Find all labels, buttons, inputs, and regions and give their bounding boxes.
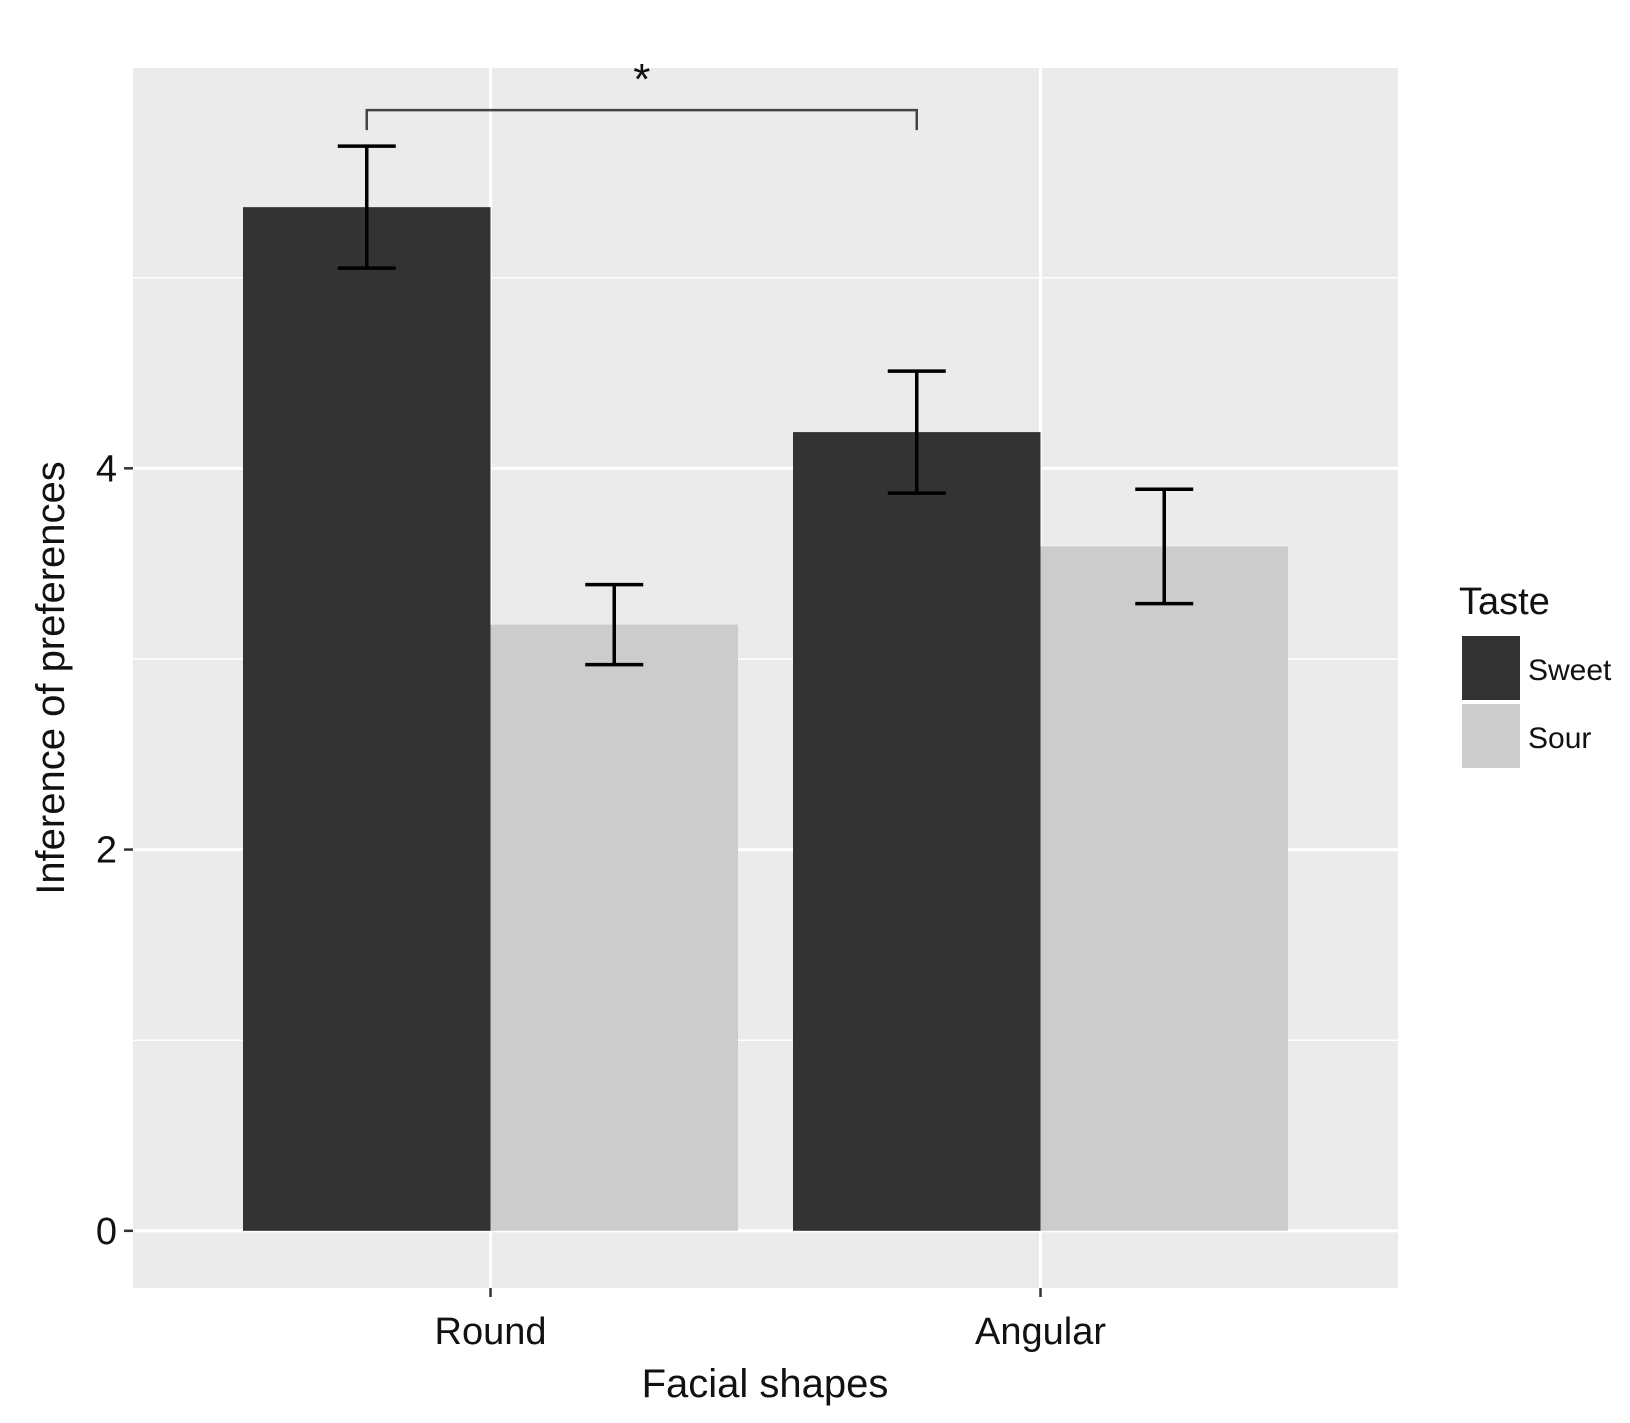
y-axis: 0 2 4 [96,448,133,1253]
significance-label: * [633,55,650,104]
bar-sweet-angular [793,432,1041,1231]
bar-sweet-round [243,207,491,1231]
bar-sour-angular [1040,546,1288,1231]
x-axis-title: Facial shapes [642,1362,889,1406]
legend: Taste Sweet Sour [1459,581,1612,768]
y-tick-label: 2 [96,830,117,872]
legend-title: Taste [1459,581,1550,623]
error-bar-sour-round [585,582,644,667]
x-tick-label: Round [435,1311,547,1353]
legend-label-sour: Sour [1528,722,1591,755]
significance-bracket [365,108,918,131]
error-bar-sweet-angular [887,369,946,495]
y-tick-label: 0 [96,1211,117,1253]
y-axis-title: Inference of preferences [29,461,73,895]
legend-label-sweet: Sweet [1528,654,1612,687]
x-axis: Round Angular [435,1288,1106,1353]
legend-key-sweet [1462,636,1520,700]
error-bar-sour-angular [1135,487,1194,606]
bars [243,207,1288,1231]
error-bars [337,144,1194,667]
y-tick-label: 4 [96,448,117,490]
legend-key-sour [1462,704,1520,768]
error-bar-sweet-round [337,144,396,270]
x-tick-label: Angular [975,1311,1106,1353]
bar-sour-round [490,624,738,1231]
significance-annotation: * [365,55,918,131]
